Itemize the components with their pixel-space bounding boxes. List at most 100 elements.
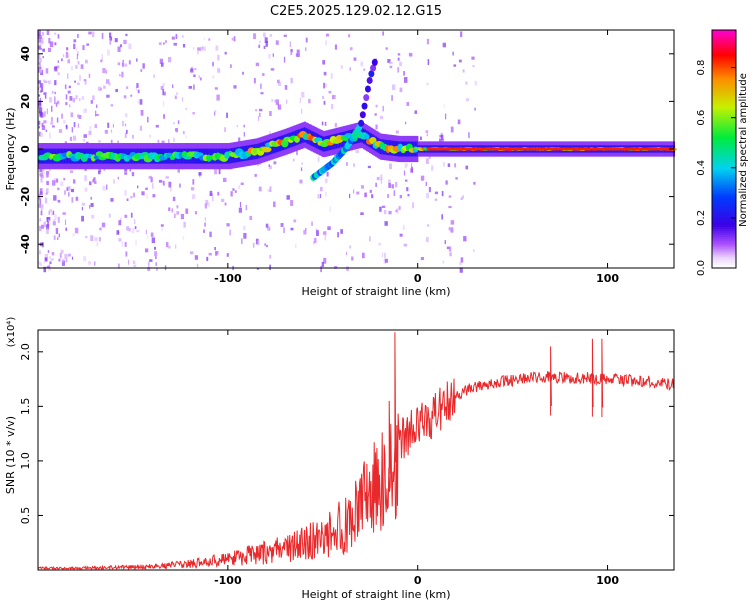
- noise-mark: [131, 228, 135, 234]
- noise-mark: [243, 124, 245, 128]
- noise-mark: [49, 261, 52, 265]
- noise-mark: [387, 59, 391, 63]
- noise-mark: [51, 252, 55, 256]
- noise-mark: [221, 198, 225, 203]
- noise-mark: [176, 205, 179, 209]
- noise-mark: [226, 223, 230, 227]
- noise-mark: [57, 187, 60, 191]
- noise-mark: [77, 123, 79, 128]
- noise-mark: [38, 37, 42, 43]
- colorbar-band: [712, 105, 736, 108]
- noise-mark: [411, 166, 413, 173]
- colorbar-band: [712, 30, 736, 33]
- noise-mark: [96, 241, 98, 247]
- noise-mark: [404, 163, 409, 167]
- noise-mark: [361, 185, 364, 189]
- colorbar-band: [712, 168, 736, 172]
- branch-mark: [358, 119, 365, 127]
- noise-mark: [269, 34, 273, 37]
- noise-mark: [404, 121, 407, 125]
- noise-mark: [204, 222, 206, 227]
- noise-mark: [89, 126, 91, 130]
- noise-mark: [241, 238, 243, 245]
- colorbar-band: [712, 87, 736, 91]
- noise-mark: [457, 119, 461, 125]
- noise-mark: [142, 63, 145, 69]
- noise-mark: [181, 35, 184, 38]
- noise-mark: [214, 246, 217, 251]
- noise-mark: [63, 54, 65, 58]
- colorbar-band: [712, 248, 736, 251]
- noise-mark: [144, 248, 149, 253]
- colorbar-band: [712, 55, 736, 59]
- noise-mark: [101, 222, 106, 228]
- noise-mark: [119, 74, 121, 77]
- noise-mark: [68, 104, 71, 108]
- colorbar-band: [712, 198, 736, 202]
- noise-mark: [42, 48, 45, 52]
- noise-mark: [267, 188, 271, 193]
- colorbar-band: [712, 226, 736, 229]
- branch-mark: [370, 64, 377, 72]
- noise-mark: [337, 232, 339, 238]
- noise-mark: [420, 175, 425, 181]
- noise-mark: [268, 228, 270, 231]
- noise-mark: [135, 240, 137, 246]
- noise-mark: [448, 195, 452, 198]
- noise-mark: [51, 211, 54, 216]
- noise-mark: [203, 46, 206, 52]
- noise-mark: [414, 110, 418, 114]
- noise-mark: [175, 244, 177, 249]
- noise-mark: [305, 37, 308, 43]
- noise-mark: [300, 167, 303, 172]
- noise-mark: [466, 98, 469, 102]
- colorbar-band: [712, 113, 736, 116]
- noise-mark: [367, 165, 371, 169]
- noise-mark: [81, 202, 86, 206]
- noise-mark: [176, 92, 178, 95]
- noise-mark: [125, 113, 128, 118]
- noise-mark: [286, 195, 290, 200]
- noise-mark: [94, 180, 97, 184]
- noise-mark: [434, 191, 438, 195]
- noise-mark: [83, 108, 87, 114]
- noise-mark: [110, 129, 113, 133]
- noise-mark: [322, 95, 324, 100]
- noise-mark: [217, 68, 221, 73]
- noise-mark: [43, 221, 46, 228]
- noise-mark: [201, 46, 204, 50]
- noise-mark: [465, 81, 468, 85]
- noise-mark: [202, 229, 206, 233]
- noise-mark: [98, 171, 101, 175]
- noise-mark: [216, 94, 220, 101]
- noise-mark: [224, 51, 227, 55]
- noise-mark: [215, 250, 219, 255]
- noise-mark: [443, 162, 445, 167]
- noise-mark: [173, 137, 175, 142]
- noise-mark: [296, 49, 300, 55]
- noise-mark: [369, 236, 371, 242]
- noise-mark: [324, 231, 327, 236]
- noise-mark: [324, 234, 327, 241]
- noise-mark: [49, 169, 51, 172]
- noise-mark: [43, 266, 47, 273]
- colorbar-band: [712, 57, 736, 61]
- noise-mark: [38, 87, 40, 90]
- noise-mark: [168, 207, 171, 211]
- noise-mark: [67, 73, 69, 80]
- noise-mark: [48, 264, 50, 267]
- colorbar-band: [712, 158, 736, 162]
- noise-mark: [46, 224, 50, 230]
- noise-mark: [212, 196, 214, 202]
- noise-mark: [226, 253, 229, 257]
- noise-mark: [94, 110, 97, 117]
- noise-mark: [67, 186, 71, 191]
- noise-mark: [42, 41, 44, 44]
- colorbar-band: [712, 228, 736, 231]
- noise-mark: [403, 71, 405, 76]
- y-tick-label: 0: [19, 145, 32, 153]
- noise-mark: [293, 158, 295, 162]
- noise-mark: [399, 87, 403, 93]
- noise-mark: [67, 59, 70, 64]
- noise-mark: [162, 100, 165, 107]
